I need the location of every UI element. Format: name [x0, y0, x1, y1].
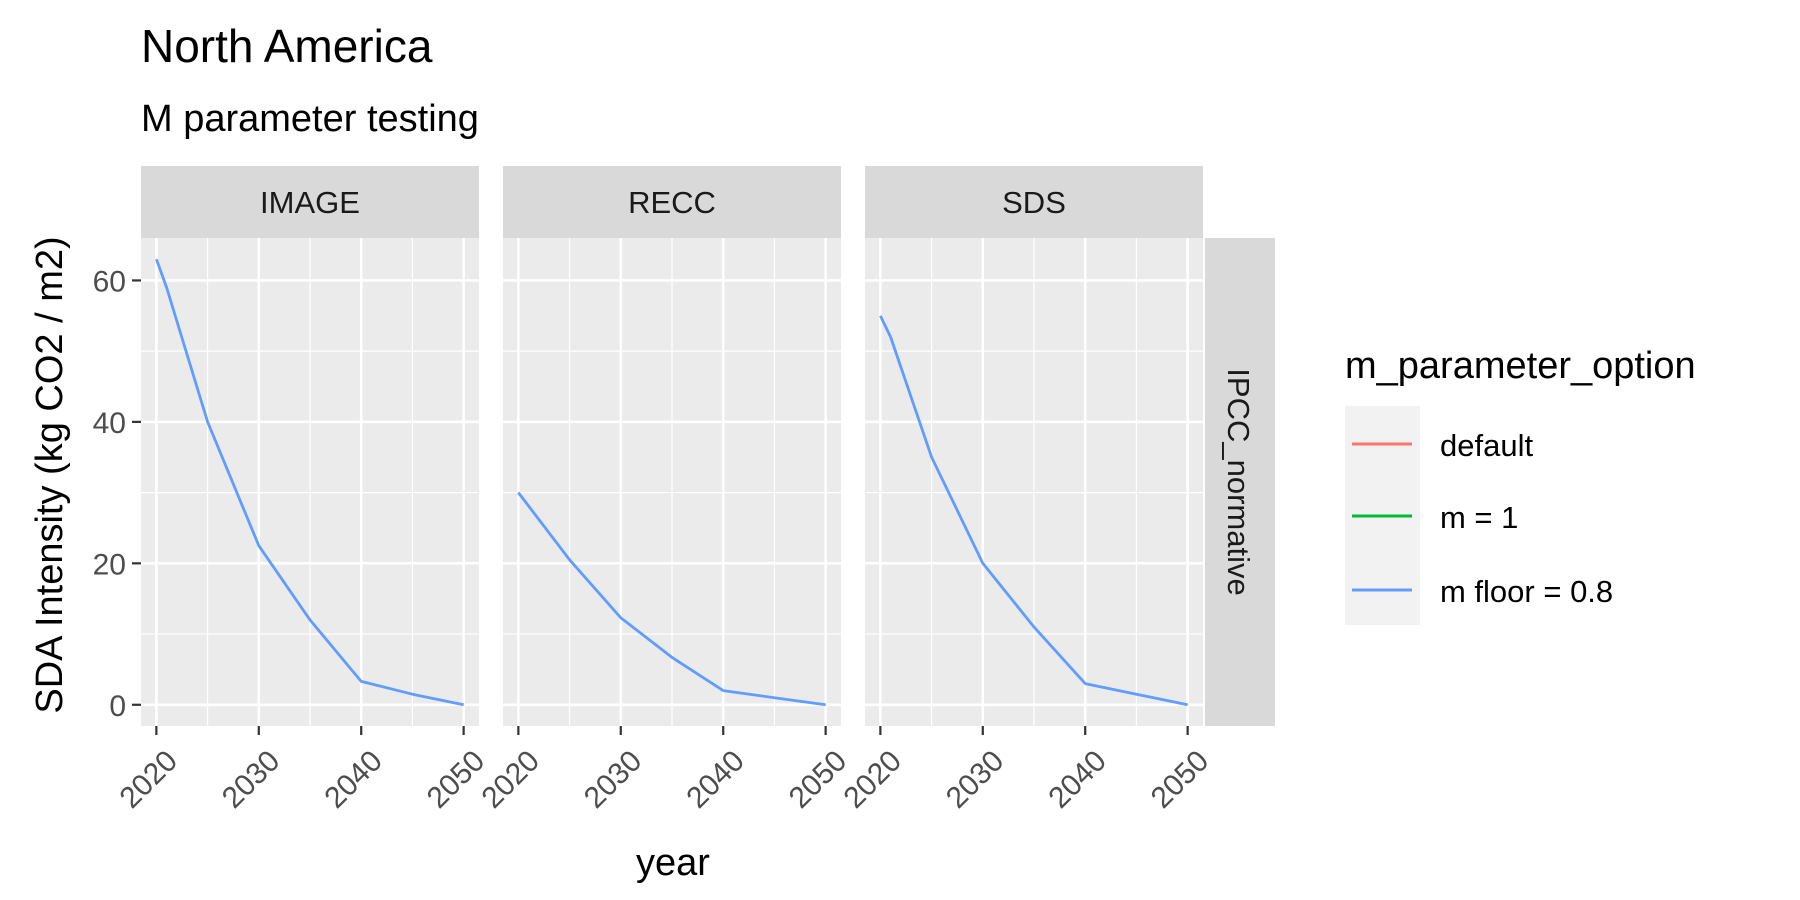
y-tick-label: 20	[93, 548, 126, 581]
facet-panel-image: IMAGE 2020 2030 2040 2050	[113, 166, 491, 815]
y-axis-label: SDA Intensity (kg CO2 / m2)	[29, 236, 71, 713]
x-tick-label: 2050	[783, 744, 854, 815]
facet-strip-label: RECC	[628, 185, 716, 220]
facet-strip-recc	[503, 166, 841, 238]
facet-row-strip-label: IPCC_normative	[1221, 368, 1256, 595]
x-tick-label: 2030	[940, 744, 1011, 815]
x-tick-label: 2030	[578, 744, 649, 815]
x-axis-label: year	[636, 842, 710, 884]
x-tick-label: 2020	[113, 744, 184, 815]
x-tick-label: 2050	[1145, 744, 1216, 815]
series-line-m-floor-0-8	[517, 491, 826, 707]
y-tick-label: 60	[93, 265, 126, 298]
legend-label-mfloor: m floor = 0.8	[1440, 574, 1613, 609]
series-line-m-floor-0-8	[879, 315, 1188, 707]
chart-title: North America	[141, 20, 433, 72]
facet-row-strip-background	[1205, 238, 1275, 726]
facet-strip-label: SDS	[1002, 185, 1066, 220]
x-tick-label: 2040	[680, 744, 751, 815]
facet-strip-image	[141, 166, 479, 238]
legend-title: m_parameter_option	[1345, 345, 1696, 387]
facet-panel-recc: RECC 2020 2030 2040 2050	[475, 166, 853, 815]
legend-label-default: default	[1440, 428, 1533, 463]
series-line-m-floor-0-8	[155, 258, 464, 707]
x-tick-label: 2040	[318, 744, 389, 815]
legend: m_parameter_option default m = 1 m floor…	[1345, 345, 1696, 625]
x-tick-label: 2040	[1042, 744, 1113, 815]
y-tick-label: 40	[93, 407, 126, 440]
legend-label-m1: m = 1	[1440, 500, 1518, 535]
facet-strip-label: IMAGE	[260, 185, 360, 220]
x-tick-label: 2020	[475, 744, 546, 815]
x-tick-label: 2030	[216, 744, 287, 815]
x-tick-label: 2050	[421, 744, 492, 815]
facet-panel-sds: SDS 2020 2030 2040 2050	[837, 166, 1215, 815]
chart-subtitle: M parameter testing	[141, 98, 479, 140]
y-tick-label: 0	[109, 690, 126, 723]
facet-strip-sds	[865, 166, 1203, 238]
x-tick-label: 2020	[837, 744, 908, 815]
facet-row-strip: IPCC_normative	[1205, 238, 1275, 726]
